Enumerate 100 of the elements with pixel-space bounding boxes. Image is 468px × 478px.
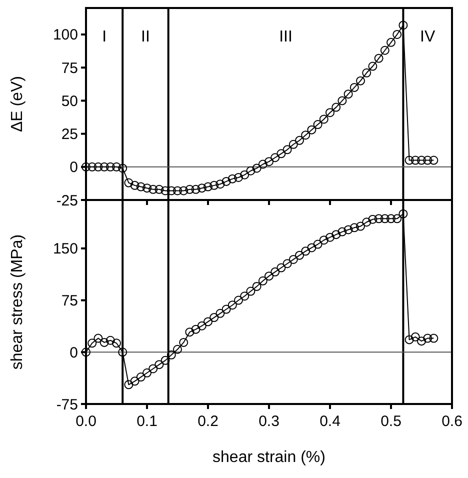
point	[166, 350, 176, 360]
annotation: IV	[420, 28, 436, 46]
point	[380, 46, 390, 55]
point	[276, 149, 286, 158]
point	[319, 114, 328, 124]
point	[240, 292, 250, 301]
y-tick-label: 25	[61, 126, 78, 144]
point	[307, 125, 316, 134]
point	[210, 180, 219, 190]
point	[100, 162, 109, 172]
point	[106, 162, 115, 172]
point	[179, 338, 188, 347]
point	[392, 30, 402, 39]
point	[423, 156, 432, 165]
y-tick-label: 100	[52, 26, 78, 44]
point	[356, 76, 365, 86]
point	[398, 20, 408, 30]
point	[160, 356, 170, 365]
point	[106, 336, 115, 345]
point	[301, 130, 310, 140]
point	[368, 214, 378, 224]
point	[112, 162, 121, 172]
point	[228, 300, 237, 310]
point	[216, 308, 225, 318]
point	[118, 164, 128, 173]
point	[417, 156, 426, 165]
point	[148, 184, 158, 194]
point	[136, 182, 146, 192]
point	[344, 225, 353, 234]
point	[173, 344, 182, 354]
point	[264, 272, 274, 281]
x-tick-label: 0.2	[198, 413, 218, 430]
point	[160, 186, 170, 196]
point	[362, 68, 372, 78]
point	[179, 186, 188, 196]
point	[252, 282, 262, 291]
point	[185, 184, 194, 194]
point	[204, 317, 212, 326]
point	[94, 334, 103, 343]
point	[210, 313, 219, 322]
x-axis-title: shear strain (%)	[212, 449, 326, 466]
point	[282, 145, 292, 154]
y-tick-label: -25	[56, 192, 78, 210]
point	[417, 336, 426, 346]
point	[332, 102, 341, 112]
y-tick-label: 0	[70, 159, 78, 176]
point	[429, 334, 438, 343]
point	[270, 153, 280, 162]
point	[234, 172, 243, 182]
point	[234, 296, 243, 305]
x-tick-label: 0.6	[442, 413, 462, 430]
y-tick-label: 75	[61, 292, 78, 310]
x-tick-label: 0.0	[76, 413, 96, 430]
point	[276, 263, 286, 272]
point	[216, 180, 225, 189]
point	[154, 184, 164, 194]
y-tick-label: 75	[61, 60, 78, 77]
point	[374, 214, 384, 224]
point	[270, 267, 280, 276]
point	[118, 348, 128, 357]
point	[191, 184, 200, 194]
point	[374, 54, 384, 63]
point	[410, 156, 420, 165]
point	[173, 186, 182, 196]
point	[338, 96, 347, 106]
point	[154, 360, 164, 370]
point	[246, 286, 256, 296]
point	[130, 376, 140, 386]
x-tick-label: 0.1	[136, 413, 158, 430]
point	[350, 82, 359, 92]
point	[332, 230, 341, 240]
point	[264, 157, 274, 166]
point	[282, 259, 292, 268]
point	[258, 276, 268, 286]
point	[228, 174, 237, 184]
point	[326, 108, 334, 118]
point	[288, 254, 298, 264]
point	[295, 136, 304, 145]
point	[100, 338, 109, 347]
point	[258, 160, 268, 169]
point	[136, 372, 146, 382]
point	[326, 232, 334, 242]
point	[386, 38, 396, 47]
point	[252, 164, 262, 173]
point	[313, 120, 322, 130]
point	[130, 180, 140, 190]
point	[142, 368, 152, 378]
annotation: II	[141, 28, 150, 46]
point	[94, 162, 103, 172]
y-axis-title: ΔE (eV)	[9, 76, 26, 132]
annotation: III	[279, 28, 292, 46]
point	[429, 156, 438, 165]
x-tick-label: 0.5	[380, 413, 402, 430]
point	[307, 243, 316, 252]
point	[222, 304, 231, 314]
point	[240, 170, 250, 180]
x-tick-label: 0.4	[320, 413, 340, 430]
y-tick-label: -75	[56, 396, 78, 414]
y-tick-label: 50	[61, 92, 78, 110]
point	[112, 338, 121, 348]
